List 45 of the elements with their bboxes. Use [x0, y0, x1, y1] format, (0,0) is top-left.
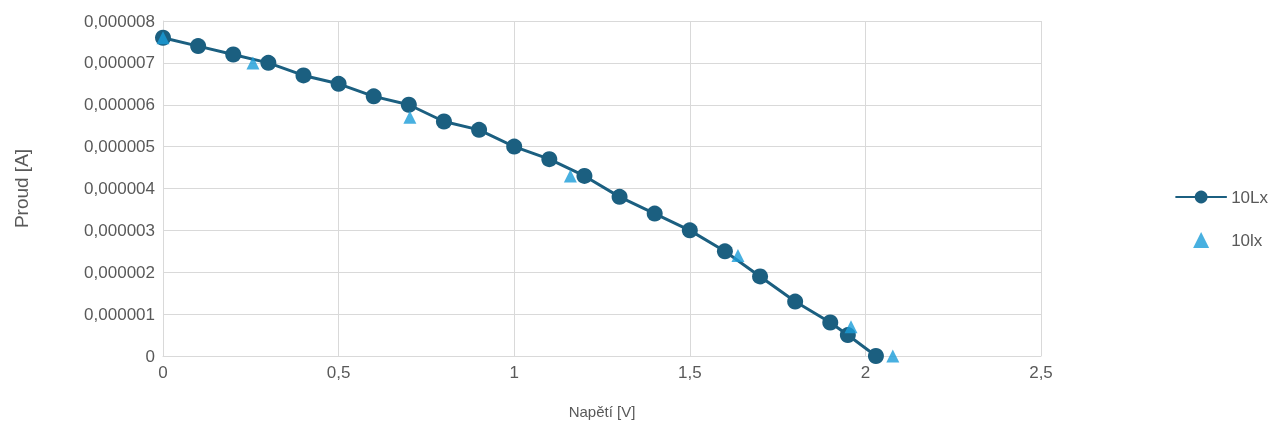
x-tick-label: 1,5 [677, 363, 702, 382]
x-axis-title: Napětí [V] [568, 403, 636, 420]
y-tick-label: 0,000004 [84, 179, 155, 198]
point [365, 88, 382, 105]
point [752, 268, 769, 285]
legend-label: 10Lx [1231, 187, 1269, 207]
y-tick-label: 0,000002 [84, 262, 155, 282]
point [576, 167, 593, 184]
y-tick-label: 0,000007 [84, 53, 155, 73]
x-tick-label: 0,5 [326, 363, 351, 382]
point [716, 243, 733, 260]
point [506, 138, 523, 155]
point [541, 151, 558, 168]
y-tick-label: 0,000003 [84, 220, 155, 240]
point [225, 46, 242, 63]
y-tick-label: 0 [145, 346, 155, 366]
point [260, 54, 277, 71]
point [190, 38, 207, 55]
y-tick-label: 0,000008 [84, 11, 155, 31]
point [731, 249, 745, 262]
point [246, 56, 260, 70]
x-tick-label: 2,5 [1029, 363, 1053, 382]
y-tick-label: 0,000006 [84, 95, 155, 115]
point [563, 169, 577, 183]
point [403, 110, 417, 124]
point [471, 121, 488, 138]
point [400, 96, 417, 113]
x-tick-label: 1 [509, 363, 519, 382]
point [646, 205, 663, 222]
x-tick-label: 0 [158, 363, 168, 382]
point [330, 75, 347, 92]
legend-label: 10lx [1231, 230, 1263, 250]
point [611, 188, 628, 205]
point [681, 222, 698, 239]
point [435, 113, 452, 130]
x-tick-label: 2 [860, 363, 871, 382]
y-tick-label: 0,000001 [84, 304, 155, 324]
point [886, 349, 900, 363]
point [822, 314, 839, 331]
point [844, 320, 858, 334]
y-axis-title: Proud [A] [11, 148, 32, 229]
point [295, 67, 312, 84]
y-tick-label: 0,000005 [84, 137, 155, 157]
point [867, 348, 884, 364]
point [787, 293, 804, 310]
